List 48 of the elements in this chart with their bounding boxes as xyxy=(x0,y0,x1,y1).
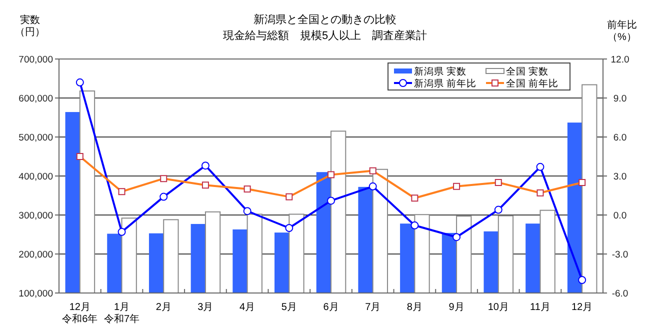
chart-subtitle: 現金給与総額 規模5人以上 調査産業計 xyxy=(222,29,428,42)
point xyxy=(160,192,168,201)
y2-tick-label: 0.0 xyxy=(613,210,627,222)
point xyxy=(285,224,294,232)
point xyxy=(118,228,126,236)
y-tick-label: 100,000 xyxy=(18,288,53,300)
y-tick-label: 600,000 xyxy=(18,94,53,104)
y-axis-title: 実数（円） xyxy=(15,14,45,38)
legend-label: 全国 実数 xyxy=(506,66,549,78)
y2-tick-label: 3.0 xyxy=(613,172,627,182)
x-tick-label: 2月 xyxy=(156,302,172,313)
point xyxy=(76,78,84,86)
point xyxy=(201,162,210,170)
point xyxy=(327,196,335,205)
x-tick-label: 1月令和7年 xyxy=(104,302,140,325)
x-tick-label: 7月 xyxy=(365,302,381,313)
y-tick-label: 500,000 xyxy=(18,132,53,144)
point xyxy=(536,162,544,171)
x-tick-label: 8月 xyxy=(406,302,422,313)
x-tick-label: 4月 xyxy=(240,302,256,313)
point xyxy=(578,276,586,284)
point xyxy=(494,206,502,214)
y2-tick-label: 9.0 xyxy=(613,94,627,104)
x-tick-label: 10月 xyxy=(488,302,509,313)
chart-title: 新潟県と全国との動きの比較 xyxy=(254,13,396,26)
x-tick-label: 9月 xyxy=(448,302,464,313)
point xyxy=(452,233,461,242)
x-tick-label: 12月 xyxy=(572,302,593,313)
y-tick-label: 300,000 xyxy=(18,210,53,222)
x-tick-label: 3月 xyxy=(198,302,214,313)
legend-label: 新潟県 実数 xyxy=(414,66,467,78)
y-tick-label: 700,000 xyxy=(18,54,53,66)
x-tick-label: 12月令和6年 xyxy=(62,302,98,325)
point xyxy=(243,207,252,216)
y-tick-label: 200,000 xyxy=(18,250,53,260)
y2-tick-label: 6.0 xyxy=(613,132,627,144)
legend-label: 全国 前年比 xyxy=(506,78,559,90)
legend-label: 新潟県 前年比 xyxy=(414,78,477,90)
y2-tick-label: -3.0 xyxy=(612,250,628,260)
y2-axis-title: 前年比（%） xyxy=(607,19,637,43)
x-tick-label: 5月 xyxy=(281,302,297,313)
point xyxy=(368,182,377,190)
x-tick-label: 11月 xyxy=(530,302,550,313)
y2-tick-label: 12.0 xyxy=(610,54,630,66)
point xyxy=(410,221,419,230)
x-tick-label: 6月 xyxy=(323,302,339,313)
y-tick-label: 400,000 xyxy=(18,172,53,182)
y2-tick-label: -6.0 xyxy=(612,288,628,300)
